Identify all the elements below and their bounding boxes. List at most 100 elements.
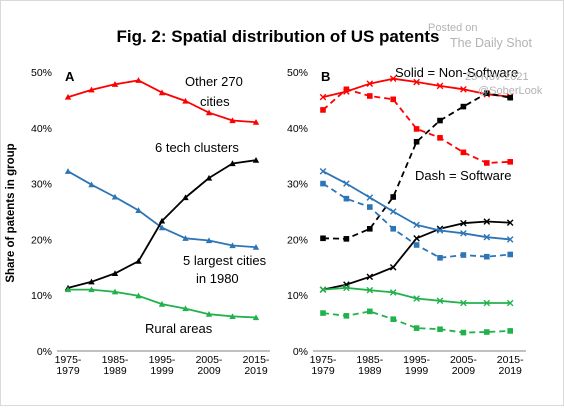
data-point-rural xyxy=(182,305,189,312)
x-tick-label: 2005- xyxy=(196,354,223,366)
data-point-largest_sw xyxy=(413,242,420,248)
x-tick-label: 1989 xyxy=(358,365,382,377)
annotation-tech-clusters: 6 tech clusters xyxy=(155,140,239,155)
data-point-rural_sw xyxy=(484,329,490,335)
x-tick-label: 2015- xyxy=(497,354,524,366)
x-tick-label: 2009 xyxy=(197,365,221,377)
data-point-other xyxy=(205,109,213,116)
y-tick-label: 50% xyxy=(31,67,52,79)
data-point-largest xyxy=(158,224,166,231)
data-point-tech xyxy=(135,257,142,264)
watermark-source: The Daily Shot xyxy=(450,36,533,50)
data-point-largest xyxy=(182,235,189,241)
data-point-largest xyxy=(205,237,213,244)
annotation-other-cities-line1: Other 270 xyxy=(185,74,243,89)
data-point-rural xyxy=(158,300,166,307)
x-tick-label: 1985- xyxy=(102,354,129,366)
x-tick-label: 2009 xyxy=(452,365,476,377)
data-point-rural xyxy=(205,310,213,317)
data-point-other_sw xyxy=(437,135,443,141)
y-tick-label: 40% xyxy=(287,123,308,135)
data-point-largest_sw xyxy=(320,180,326,187)
x-tick-label: 1995- xyxy=(149,354,176,366)
y-tick-label: 30% xyxy=(287,179,308,191)
y-tick-label: 20% xyxy=(287,234,308,246)
data-point-other_nonsw xyxy=(319,93,327,101)
data-point-tech_nonsw xyxy=(413,234,420,242)
data-point-tech xyxy=(252,156,260,163)
data-point-rural xyxy=(64,286,72,293)
data-point-other xyxy=(182,97,189,104)
data-point-rural xyxy=(111,288,119,295)
data-point-largest xyxy=(252,244,260,250)
data-point-rural_sw xyxy=(507,328,513,334)
data-point-largest_sw xyxy=(460,252,467,258)
watermark-posted-on: Posted on xyxy=(428,22,478,34)
data-point-other xyxy=(229,117,236,124)
panel-label: B xyxy=(321,69,330,84)
data-point-other_sw xyxy=(460,149,467,156)
data-point-tech xyxy=(158,217,166,224)
data-point-largest_nonsw xyxy=(436,227,444,234)
data-point-other_nonsw xyxy=(389,75,397,82)
x-tick-label: 1999 xyxy=(405,365,429,377)
data-point-other xyxy=(88,86,95,93)
y-tick-label: 40% xyxy=(31,123,52,135)
data-point-largest_nonsw xyxy=(506,236,514,243)
data-point-other_nonsw xyxy=(460,86,467,93)
data-point-largest xyxy=(88,181,95,188)
data-point-tech xyxy=(205,174,213,181)
data-point-tech xyxy=(182,194,189,201)
data-point-largest_sw xyxy=(367,204,373,210)
data-point-tech_sw xyxy=(437,117,443,124)
data-point-largest_nonsw xyxy=(319,168,327,175)
data-point-largest xyxy=(111,193,119,200)
data-point-other_sw xyxy=(507,159,513,165)
x-tick-label: 1995- xyxy=(403,354,430,366)
data-point-other xyxy=(158,89,166,96)
data-point-rural_sw xyxy=(413,325,420,331)
data-point-tech_sw xyxy=(320,235,326,242)
data-point-other_sw xyxy=(390,96,396,103)
data-point-other xyxy=(135,77,142,83)
data-point-tech_sw xyxy=(367,225,373,232)
data-point-largest_nonsw xyxy=(389,208,397,215)
x-tick-label: 1985- xyxy=(356,354,383,366)
x-tick-label: 1979 xyxy=(56,365,80,377)
data-point-largest_nonsw xyxy=(460,229,467,237)
data-point-rural_sw xyxy=(320,310,326,316)
series-line-tech_sw xyxy=(322,92,511,240)
y-tick-label: 10% xyxy=(287,290,308,302)
data-point-other_sw xyxy=(367,93,373,99)
data-point-largest xyxy=(135,207,142,213)
annotation-rural-areas: Rural areas xyxy=(145,321,213,336)
x-tick-label: 2019 xyxy=(499,365,523,377)
annotation-largest-cities-line2: in 1980 xyxy=(196,271,239,286)
data-point-largest_sw xyxy=(437,255,443,261)
data-point-largest_sw xyxy=(390,225,396,232)
data-point-rural_nonsw xyxy=(506,299,514,307)
data-point-tech_nonsw xyxy=(460,219,467,227)
y-tick-label: 10% xyxy=(31,290,52,302)
data-point-rural xyxy=(252,314,260,321)
data-point-largest xyxy=(229,242,236,249)
x-tick-label: 1975- xyxy=(55,354,82,366)
data-point-other_sw xyxy=(343,86,350,93)
data-point-rural xyxy=(88,286,95,293)
data-point-rural_nonsw xyxy=(366,286,374,294)
data-point-tech_nonsw xyxy=(483,218,491,225)
y-tick-label: 20% xyxy=(31,234,52,246)
data-point-rural_nonsw xyxy=(389,289,397,296)
data-point-rural_nonsw xyxy=(413,295,420,302)
data-point-rural_sw xyxy=(343,313,350,319)
data-point-largest xyxy=(64,168,72,174)
data-point-other xyxy=(111,81,119,87)
x-tick-label: 2005- xyxy=(450,354,477,366)
y-tick-label: 50% xyxy=(287,67,308,79)
y-axis-label: Share of patents in group xyxy=(5,143,17,282)
data-point-rural_sw xyxy=(460,329,467,336)
data-point-rural_nonsw xyxy=(460,299,467,307)
figure-title: Fig. 2: Spatial distribution of US paten… xyxy=(116,27,439,46)
panel-a: 0% 10% 20% 30% 40% 50% 1975-1979 1985-1989 1995-… xyxy=(31,67,270,377)
data-point-tech_sw xyxy=(507,94,513,101)
